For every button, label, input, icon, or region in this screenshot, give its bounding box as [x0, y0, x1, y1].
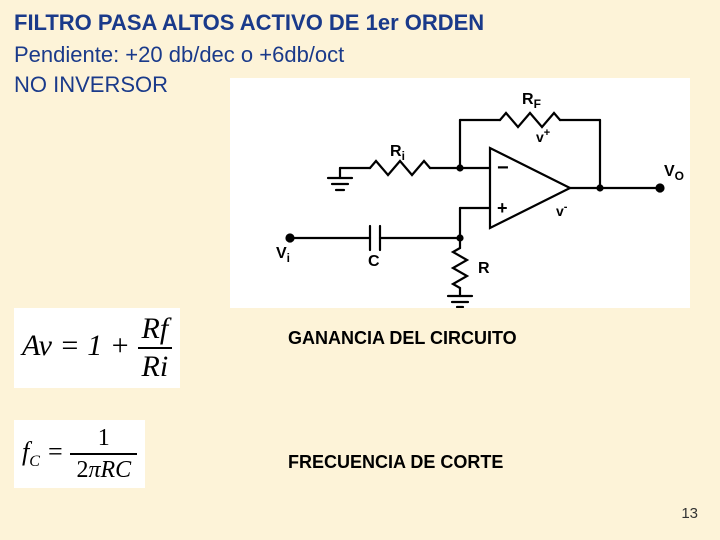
cutoff-den-rc: RC: [100, 457, 131, 483]
page-title: FILTRO PASA ALTOS ACTIVO DE 1er ORDEN: [14, 10, 484, 36]
svg-text:v-: v-: [556, 201, 568, 219]
svg-text:Vi: Vi: [276, 245, 290, 265]
label-vo: V: [664, 163, 675, 180]
page-number: 13: [681, 505, 698, 522]
label-vplus-sup: +: [544, 127, 550, 139]
subtitle-slope: Pendiente: +20 db/dec o +6db/oct: [14, 42, 344, 68]
cutoff-den-pi: π: [88, 457, 100, 483]
opamp-plus: +: [497, 198, 508, 218]
formula-cutoff: fC = 12πRC: [14, 420, 145, 488]
label-rf: R: [522, 91, 534, 108]
cutoff-eq: =: [40, 437, 71, 466]
label-vminus: v: [556, 203, 564, 219]
caption-frecuencia: FRECUENCIA DE CORTE: [288, 452, 503, 473]
label-ri-sub: i: [402, 149, 405, 163]
label-vplus: v: [536, 129, 544, 145]
circuit-diagram: RF Ri Vi C R VO v+ v- − +: [230, 78, 690, 308]
label-r: R: [478, 260, 490, 277]
label-c: C: [368, 253, 380, 270]
svg-text:VO: VO: [664, 163, 684, 183]
svg-text:Ri: Ri: [390, 143, 405, 163]
svg-text:RF: RF: [522, 91, 541, 111]
label-vo-sub: O: [675, 169, 684, 183]
caption-ganancia: GANANCIA DEL CIRCUITO: [288, 328, 517, 349]
cutoff-sub: C: [29, 453, 40, 470]
formula-gain: Av = 1 + RfRi: [14, 308, 180, 388]
label-vi-sub: i: [287, 251, 290, 265]
gain-lhs: Av: [22, 329, 52, 362]
gain-num: Rf: [138, 314, 173, 349]
cutoff-num: 1: [70, 426, 137, 455]
gain-den: Ri: [138, 349, 173, 382]
opamp-minus: −: [497, 157, 509, 179]
circuit-svg: RF Ri Vi C R VO v+ v- − +: [230, 78, 690, 308]
label-rf-sub: F: [534, 97, 541, 111]
cutoff-den-2: 2: [76, 457, 88, 483]
label-vi: V: [276, 245, 287, 262]
subtitle-config: NO INVERSOR: [14, 72, 168, 98]
label-vminus-sup: -: [564, 201, 568, 213]
svg-text:v+: v+: [536, 127, 550, 145]
gain-eq: = 1 +: [52, 329, 138, 362]
label-ri: R: [390, 143, 402, 160]
